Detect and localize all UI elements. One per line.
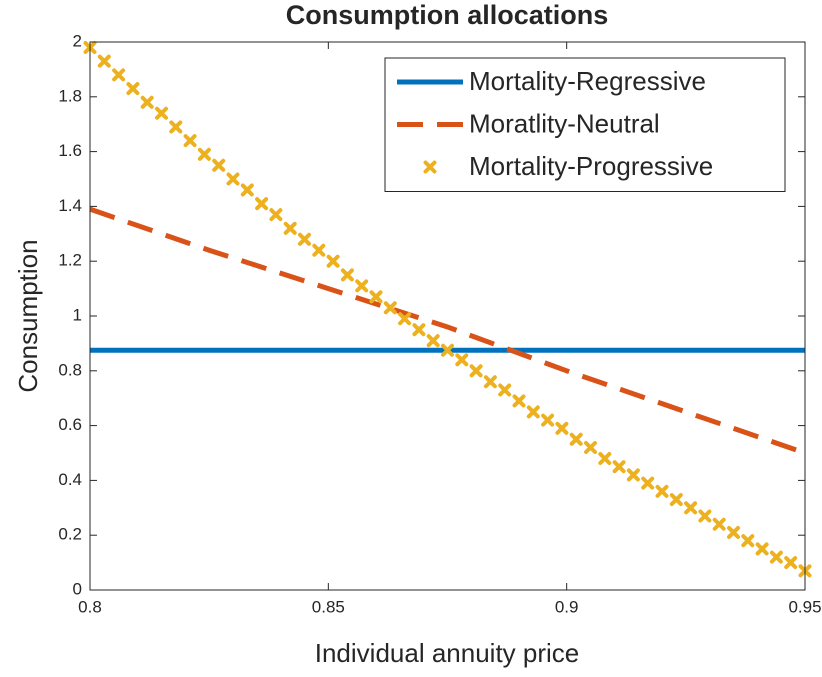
data-marker xyxy=(169,120,183,134)
data-marker xyxy=(526,405,540,419)
x-tick-label: 0.85 xyxy=(312,597,345,616)
x-tick-label: 0.95 xyxy=(788,597,821,616)
data-marker xyxy=(255,197,269,211)
legend-label: Mortality-Progressive xyxy=(469,151,713,181)
data-marker xyxy=(655,484,669,498)
data-marker xyxy=(212,158,226,172)
x-axis-label: Individual annuity price xyxy=(315,638,580,668)
data-marker xyxy=(727,525,740,539)
data-marker xyxy=(283,221,297,235)
data-marker xyxy=(741,534,755,548)
data-marker xyxy=(483,375,497,389)
legend-swatch xyxy=(423,160,437,174)
data-marker xyxy=(383,301,397,315)
data-marker xyxy=(426,334,440,348)
data-marker xyxy=(355,279,369,293)
y-tick-label: 1.2 xyxy=(58,251,82,270)
data-marker xyxy=(312,243,326,257)
data-marker xyxy=(197,147,211,161)
data-marker xyxy=(626,468,640,482)
data-marker xyxy=(712,517,726,531)
data-marker xyxy=(112,68,126,82)
y-tick-label: 0.4 xyxy=(58,470,82,489)
y-tick-label: 0.2 xyxy=(58,525,82,544)
legend: Mortality-Regressive Moratlity-Neutral Mor… xyxy=(384,57,786,192)
data-marker xyxy=(269,208,283,222)
data-marker xyxy=(669,493,683,507)
chart-title: Consumption allocations xyxy=(286,0,609,30)
data-marker xyxy=(126,82,140,96)
y-tick-label: 1.4 xyxy=(58,196,82,215)
y-tick-label: 0 xyxy=(73,579,82,598)
data-marker xyxy=(555,421,569,435)
data-marker xyxy=(455,353,469,367)
data-marker xyxy=(298,232,311,246)
data-marker xyxy=(598,451,612,465)
data-marker xyxy=(698,509,712,523)
data-marker xyxy=(140,95,154,109)
data-marker xyxy=(755,542,769,556)
data-marker xyxy=(183,134,197,148)
x-tick-label: 0.9 xyxy=(555,597,579,616)
data-marker xyxy=(240,183,254,197)
data-marker xyxy=(97,54,111,68)
data-marker xyxy=(326,254,340,268)
data-line xyxy=(89,206,806,456)
data-marker xyxy=(340,268,354,282)
data-marker xyxy=(541,413,555,427)
plot-area xyxy=(83,40,812,578)
data-marker xyxy=(155,106,168,120)
data-marker xyxy=(369,290,383,304)
data-marker xyxy=(641,476,655,490)
y-axis-label: Consumption xyxy=(13,239,43,392)
data-marker xyxy=(398,312,412,326)
legend-label: Moratlity-Neutral xyxy=(469,108,660,138)
y-tick-label: 1.6 xyxy=(58,141,82,160)
data-marker xyxy=(441,343,454,357)
y-tick-label: 0.6 xyxy=(58,415,82,434)
data-marker xyxy=(226,172,240,186)
data-marker xyxy=(584,441,597,455)
data-marker xyxy=(684,501,698,515)
y-tick-label: 1 xyxy=(73,305,82,324)
y-tick-label: 0.8 xyxy=(58,360,82,379)
y-tick-label: 1.8 xyxy=(58,86,82,105)
data-marker xyxy=(784,556,798,570)
legend-label: Mortality-Regressive xyxy=(469,66,706,96)
data-marker xyxy=(512,394,526,408)
data-marker xyxy=(769,550,783,564)
x-tick-label: 0.8 xyxy=(78,597,102,616)
data-marker xyxy=(569,432,583,446)
y-tick-label: 2 xyxy=(73,31,82,50)
data-marker xyxy=(412,323,426,337)
data-marker xyxy=(612,460,626,474)
data-marker xyxy=(498,383,512,397)
data-marker xyxy=(469,364,483,378)
